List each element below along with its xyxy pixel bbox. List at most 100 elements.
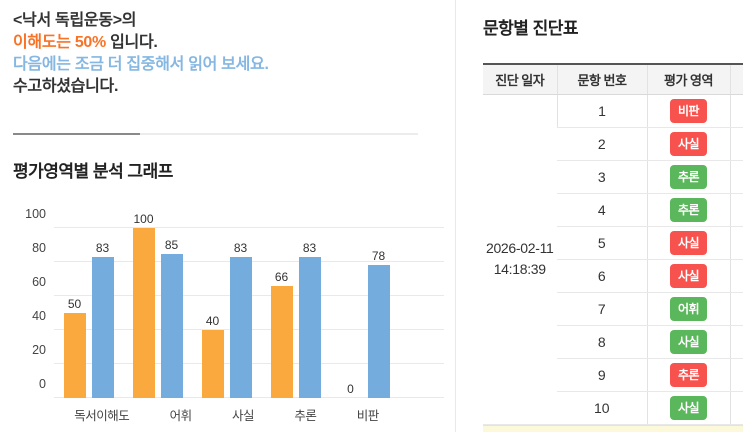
y-axis-tick: 80: [32, 241, 46, 255]
bar-group: 50 83: [63, 228, 114, 398]
result-summary-panel: <낙서 독립운동>의 이해도는 50% 입니다. 다음에는 조금 더 집중해서 …: [13, 0, 456, 432]
x-axis-label: 추론: [294, 409, 317, 423]
bar-value-label: 0: [347, 382, 354, 396]
clipped-cell: [729, 292, 743, 326]
chart-section-title: 평가영역별 분석 그래프: [13, 162, 173, 181]
diagnosis-panel: 문항별 진단표 진단 일자 문항 번호 평가 영역 2026-02-11 14:18:…: [456, 0, 743, 432]
area-cell: 사실: [646, 226, 730, 260]
area-badge-green: 어휘: [669, 296, 708, 321]
area-badge-green: 사실: [669, 395, 708, 420]
area-badge-red: 추론: [669, 362, 708, 387]
series-blue-bar: 83: [298, 241, 321, 398]
summary-line-title: <낙서 독립운동>의: [13, 12, 137, 29]
bar-value-label: 50: [67, 297, 82, 311]
table-title: 문항별 진단표: [483, 19, 579, 38]
y-axis-tick: 60: [32, 275, 46, 289]
table-row: 3 추론: [483, 160, 743, 194]
y-axis-tick: 20: [32, 343, 46, 357]
bar-group: 66 83: [270, 228, 321, 398]
x-axis-label: 비판: [356, 409, 380, 423]
bar-value-label: 78: [371, 249, 386, 264]
series-orange-bar: 100: [132, 212, 155, 398]
chart-plot: 0 20 40 60 80 100 50 83 100 85 40 83 66 83 0 78: [25, 207, 444, 398]
clipped-cell: [729, 160, 743, 194]
diagnosis-time: 14:18:39: [493, 261, 546, 277]
table-row: 8 사실: [483, 325, 743, 359]
area-badge-green: 추론: [669, 197, 708, 222]
table-row: 9 추론: [483, 358, 743, 392]
series-orange-bar: 50: [63, 297, 86, 398]
area-badge-green: 추론: [669, 164, 708, 189]
bar-group: 40 83: [201, 228, 252, 398]
bar-series-container: 50 83 100 85 40 83 66 83 0 78: [54, 212, 399, 398]
area-badge-red: 사실: [669, 131, 708, 156]
series-orange-bar: 66: [270, 270, 293, 398]
bar-value-label: 83: [95, 240, 110, 255]
table-header-cell: 진단 일자: [483, 63, 557, 95]
area-cell: 비판: [646, 94, 730, 128]
x-axis-label: 사실: [231, 409, 255, 423]
diagnosis-table: 진단 일자 문항 번호 평가 영역 2026-02-11 14:18:39 1 비판 2 사실…: [483, 63, 743, 425]
diagnosis-date-cell: 2026-02-11 14:18:39: [483, 94, 557, 425]
table-row: 10 사실: [483, 391, 743, 425]
question-number-cell: 9: [557, 358, 647, 392]
area-cell: 사실: [646, 127, 730, 161]
table-footer-strip: [483, 424, 743, 432]
summary-line-score: 이해도는 50% 입니다.: [13, 32, 455, 54]
comprehension-summary: <낙서 독립운동>의 이해도는 50% 입니다. 다음에는 조금 더 집중해서 …: [13, 10, 455, 98]
question-number-cell: 8: [557, 325, 647, 359]
clipped-cell: [729, 259, 743, 293]
bar-group: 100 85: [132, 212, 183, 398]
summary-line-advice: 다음에는 조금 더 집중해서 읽어 보세요.: [13, 56, 269, 73]
series-blue-bar: 78: [367, 249, 390, 398]
area-badge-red: 사실: [669, 263, 708, 288]
score-highlight: 이해도는 50%: [13, 34, 106, 51]
score-suffix: 입니다.: [105, 34, 158, 51]
x-axis-label: 독서이해도: [74, 409, 130, 423]
table-row: 6 사실: [483, 259, 743, 293]
area-cell: 사실: [646, 391, 730, 425]
area-cell: 추론: [646, 193, 730, 227]
area-badge-green: 사실: [669, 329, 708, 354]
area-cell: 어휘: [646, 292, 730, 326]
y-axis-tick: 0: [39, 377, 46, 391]
question-number-cell: 6: [557, 259, 647, 293]
gridline: [54, 227, 444, 228]
bar-group: 0 78: [340, 228, 390, 398]
bar-value-label: 100: [133, 212, 154, 226]
x-axis-label: 어휘: [169, 409, 193, 423]
table-row: 7 어휘: [483, 292, 743, 326]
question-number-cell: 7: [557, 292, 647, 326]
series-blue-bar: 85: [160, 238, 183, 398]
summary-line-closing: 수고하셨습니다.: [13, 78, 119, 95]
question-number-cell: 2: [557, 127, 647, 161]
series-blue-bar: 83: [91, 241, 114, 398]
question-number-cell: 3: [557, 160, 647, 194]
table-header-row: 진단 일자 문항 번호 평가 영역: [483, 63, 743, 95]
series-orange-bar: 40: [201, 314, 224, 398]
y-axis-tick: 100: [25, 207, 46, 221]
bar-value-label: 83: [302, 240, 317, 255]
area-cell: 추론: [646, 160, 730, 194]
area-badge-red: 비판: [669, 98, 708, 123]
bar-value-label: 83: [233, 240, 248, 255]
area-badge-red: 사실: [669, 230, 708, 255]
area-cell: 추론: [646, 358, 730, 392]
clipped-cell: [729, 325, 743, 359]
diagnosis-date: 2026-02-11: [485, 240, 554, 256]
clipped-cell: [729, 358, 743, 392]
table-header-cell: [729, 63, 743, 95]
table-row: 5 사실: [483, 226, 743, 260]
clipped-cell: [729, 127, 743, 161]
table-row: 2026-02-11 14:18:39 1 비판: [483, 94, 743, 425]
bar-value-label: 40: [205, 314, 220, 328]
bar-value-label: 66: [274, 269, 289, 284]
area-cell: 사실: [646, 259, 730, 293]
bar-value-label: 85: [164, 237, 179, 252]
y-axis-tick: 40: [32, 309, 46, 323]
area-cell: 사실: [646, 325, 730, 359]
clipped-cell: [729, 94, 743, 128]
table-header-cell: 평가 영역: [646, 63, 730, 95]
bar-chart: 0 20 40 60 80 100 50 83 100 85 40 83 66 83 0 78 독서이해도 어휘…: [25, 207, 444, 424]
table-row: 2 사실: [483, 127, 743, 161]
